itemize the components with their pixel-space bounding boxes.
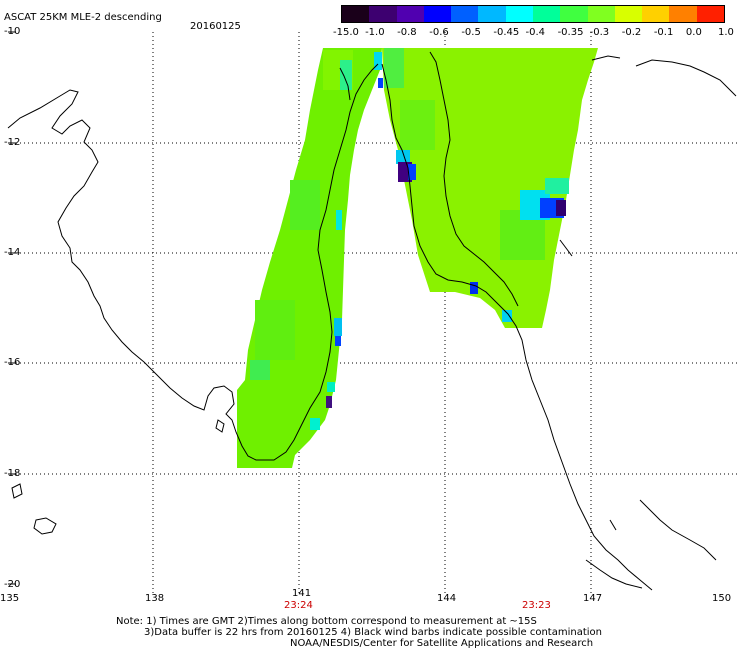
east-swath xyxy=(382,48,598,328)
axis-ticks xyxy=(8,31,16,585)
time-label: 23:24 xyxy=(284,600,313,611)
lon-label: 144 xyxy=(437,593,457,604)
colorbar-label: -0.1 xyxy=(653,27,674,38)
lat-label: -14 xyxy=(4,247,21,258)
colorbar-swatch xyxy=(505,6,533,22)
colorbar-swatch xyxy=(451,6,479,22)
colorbar-label: -0.5 xyxy=(461,27,481,38)
colorbar-label: -0.2 xyxy=(621,27,642,38)
colorbar-swatch xyxy=(369,6,397,22)
lon-label: 138 xyxy=(145,593,165,604)
colorbar-label: 1.0 xyxy=(718,27,734,38)
note-line-3: NOAA/NESDIS/Center for Satellite Applica… xyxy=(290,638,594,649)
lat-label: -12 xyxy=(4,137,21,148)
colorbar-label: -0.6 xyxy=(429,27,449,38)
colorbar-label: 0.0 xyxy=(685,27,702,38)
lat-label: -20 xyxy=(4,579,21,590)
colorbar-swatch xyxy=(696,6,724,22)
note-line-2: 3)Data buffer is 22 hrs from 20160125 4)… xyxy=(144,627,602,638)
date-label: 20160125 xyxy=(190,21,241,32)
time-label: 23:23 xyxy=(522,600,551,611)
lon-label: 135 xyxy=(0,593,20,604)
colorbar xyxy=(341,5,725,23)
colorbar-label: -0.4 xyxy=(525,27,546,38)
lat-label: -18 xyxy=(4,468,21,479)
lat-label: -16 xyxy=(4,357,21,368)
colorbar-label: -0.35 xyxy=(557,27,584,38)
colorbar-label: -0.45 xyxy=(493,27,520,38)
colorbar-swatch xyxy=(669,6,697,22)
colorbar-swatch xyxy=(614,6,643,22)
colorbar-swatch xyxy=(587,6,615,22)
product-title: ASCAT 25KM MLE-2 descending xyxy=(4,12,162,23)
lat-label: -10 xyxy=(4,26,21,37)
colorbar-label: -15.0 xyxy=(333,27,359,38)
graticule xyxy=(8,32,737,594)
lon-label: 141 xyxy=(292,588,312,599)
colorbar-swatch xyxy=(560,6,588,22)
coastline xyxy=(7,51,737,591)
colorbar-swatch xyxy=(423,6,452,22)
colorbar-swatch xyxy=(532,6,561,22)
note-line-1: Note: 1) Times are GMT 2)Times along bot… xyxy=(116,616,537,627)
colorbar-swatch xyxy=(342,6,370,22)
colorbar-label: -0.3 xyxy=(589,27,610,38)
colorbar-swatch xyxy=(396,6,424,22)
colorbar-swatch xyxy=(478,6,506,22)
colorbar-swatch xyxy=(642,6,670,22)
west-swath xyxy=(237,48,383,468)
colorbar-label: -0.8 xyxy=(397,27,417,38)
colorbar-label: -1.0 xyxy=(365,27,385,38)
lon-label: 147 xyxy=(583,593,603,604)
lon-label: 150 xyxy=(712,593,732,604)
